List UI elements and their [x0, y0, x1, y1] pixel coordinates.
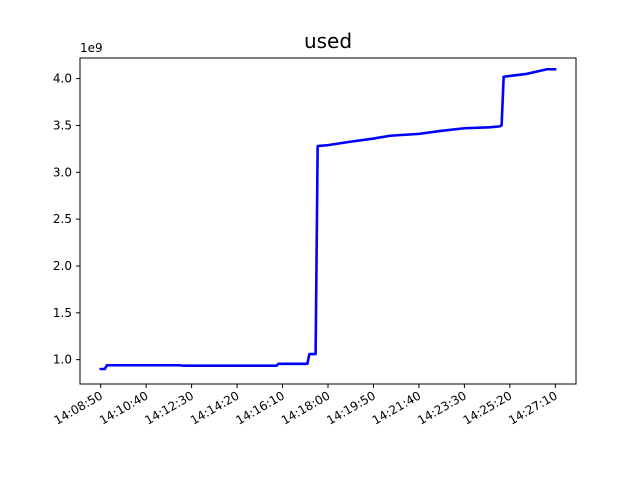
x-tick-label: 14:21:40: [370, 388, 424, 427]
x-tick-label: 14:18:00: [279, 388, 333, 427]
x-tick-label: 14:16:10: [233, 388, 287, 427]
series-line: [99, 67, 557, 371]
x-tick-label: 14:25:20: [461, 388, 515, 427]
x-tick-label: 14:27:10: [506, 388, 560, 427]
y-tick-label: 3.0: [53, 165, 72, 179]
x-tick-label: 14:08:50: [51, 388, 105, 427]
y-tick-label: 1.0: [53, 353, 72, 367]
x-tick-label: 14:19:50: [324, 388, 378, 427]
x-tick-label: 14:10:40: [97, 388, 151, 427]
y-tick-label: 1.5: [53, 306, 72, 320]
y-tick-label: 3.5: [53, 118, 72, 132]
y-tick-label: 2.0: [53, 259, 72, 273]
plot-area: 1.01.52.02.53.03.54.014:08:5014:10:4014:…: [51, 57, 577, 428]
x-tick-label: 14:14:20: [188, 388, 242, 427]
x-tick-label: 14:23:30: [415, 388, 469, 427]
chart-title: used: [304, 29, 352, 53]
y-tick-label: 4.0: [53, 72, 72, 86]
x-tick-label: 14:12:30: [142, 388, 196, 427]
y-multiplier-label: 1e9: [80, 41, 103, 55]
y-tick-label: 2.5: [53, 212, 72, 226]
